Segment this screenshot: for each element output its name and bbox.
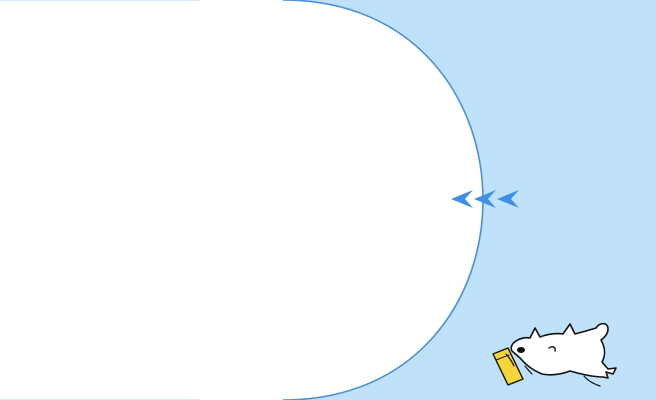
chevron-left-icon <box>451 190 473 208</box>
triple-left-chevron-icon <box>451 190 519 208</box>
expand-panel-button[interactable] <box>447 186 523 214</box>
chevron-left-icon <box>497 190 519 208</box>
reading-bear-icon <box>492 322 617 387</box>
reading-bear-mascot <box>490 316 630 396</box>
chevron-left-icon <box>474 190 496 208</box>
